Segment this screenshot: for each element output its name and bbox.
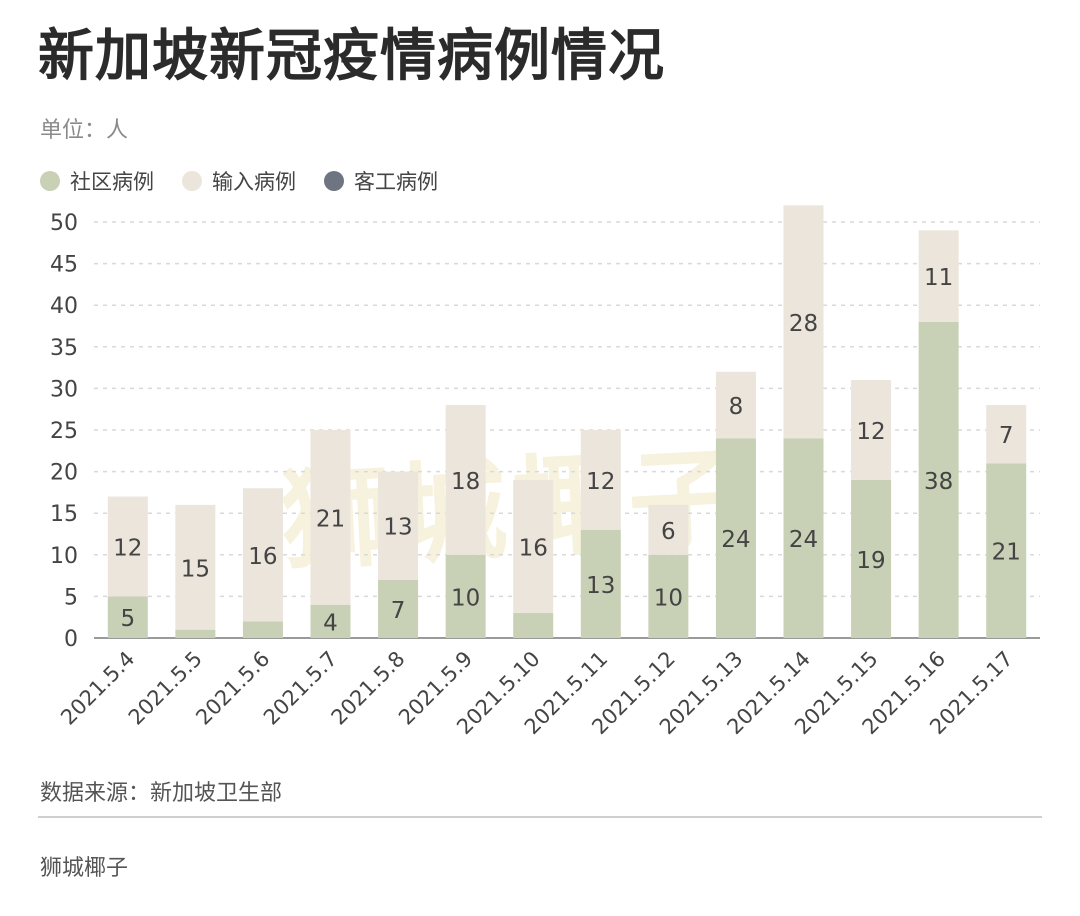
y-tick-label: 5 [64, 585, 78, 610]
legend-label-worker: 客工病例 [354, 170, 438, 194]
y-tick-label: 10 [50, 544, 78, 569]
footer-divider [38, 816, 1042, 818]
data-label-community: 24 [721, 527, 750, 553]
bar-imported [513, 479, 554, 614]
bar-community [783, 438, 824, 638]
legend-swatch-worker [324, 171, 344, 191]
bar-imported [580, 430, 621, 530]
bar-imported [242, 488, 283, 622]
data-label-imported: 11 [924, 265, 953, 291]
data-label-imported: 12 [586, 469, 615, 495]
bar-imported [783, 205, 824, 439]
bar-imported [986, 405, 1027, 464]
data-label-imported: 18 [451, 469, 480, 495]
unit-label: 单位：人 [40, 118, 129, 143]
data-label-community: 21 [992, 540, 1021, 566]
y-tick-label: 45 [50, 253, 78, 278]
bar-community [580, 529, 621, 638]
data-label-community: 19 [856, 548, 885, 574]
data-label-imported: 28 [789, 311, 818, 337]
bar-imported [175, 504, 216, 630]
data-label-imported: 12 [856, 419, 885, 445]
brand-name: 狮城椰子 [40, 856, 129, 881]
bar-imported [107, 496, 148, 597]
bar-imported [445, 405, 486, 555]
bar-community [175, 629, 216, 638]
data-label-community: 4 [323, 610, 338, 636]
data-label-community: 7 [391, 598, 406, 624]
bar-community [715, 438, 756, 638]
bar-community [513, 613, 554, 638]
data-label-imported: 16 [248, 544, 277, 570]
y-tick-label: 15 [50, 502, 78, 527]
data-label-imported: 16 [519, 535, 548, 561]
bar-imported [715, 371, 756, 439]
bar-imported [851, 380, 892, 480]
data-label-community: 38 [924, 469, 953, 495]
bar-imported [378, 471, 419, 580]
data-label-community: 24 [789, 527, 818, 553]
bar-imported [648, 504, 689, 555]
legend-label-imported: 输入病例 [212, 170, 296, 194]
data-label-imported: 21 [316, 506, 345, 532]
data-label-community: 10 [451, 585, 480, 611]
bar-community [986, 463, 1027, 638]
chart-title: 新加坡新冠疫情病例情况 [38, 24, 665, 89]
bar-imported [310, 430, 351, 605]
y-tick-label: 40 [50, 294, 78, 319]
y-tick-label: 25 [50, 419, 78, 444]
legend-item-community: 社区病例 [40, 166, 154, 196]
bar-community [918, 321, 959, 638]
legend-swatch-community [40, 171, 60, 191]
x-tick-label: 2021.5.8 [327, 647, 410, 730]
x-tick-label: 2021.5.5 [124, 647, 207, 730]
legend-swatch-imported [182, 171, 202, 191]
y-tick-label: 20 [50, 461, 78, 486]
x-tick-label: 2021.5.7 [259, 647, 342, 730]
y-tick-label: 35 [50, 336, 78, 361]
legend: 社区病例 输入病例 客工病例 [40, 166, 438, 196]
data-label-imported: 6 [661, 519, 676, 545]
bar-community [107, 596, 148, 638]
bar-community [242, 621, 283, 638]
y-tick-label: 30 [50, 377, 78, 402]
bar-community [310, 604, 351, 638]
legend-item-worker: 客工病例 [324, 166, 438, 196]
bar-imported [918, 230, 959, 322]
data-label-imported: 15 [181, 556, 210, 582]
bar-community [378, 579, 419, 638]
legend-item-imported: 输入病例 [182, 166, 296, 196]
data-label-imported: 8 [729, 394, 744, 420]
x-tick-label: 2021.5.6 [191, 647, 274, 730]
data-label-community: 13 [586, 573, 615, 599]
data-label-community: 5 [120, 606, 135, 632]
bar-community [851, 479, 892, 638]
y-tick-label: 50 [50, 211, 78, 236]
data-label-community: 10 [654, 585, 683, 611]
y-tick-label: 0 [64, 627, 78, 652]
bar-community [445, 554, 486, 638]
data-label-imported: 7 [999, 423, 1014, 449]
bar-community [648, 554, 689, 638]
x-tick-label: 2021.5.4 [56, 647, 139, 730]
data-label-imported: 13 [383, 515, 412, 541]
data-source: 数据来源：新加坡卫生部 [40, 781, 283, 806]
legend-label-community: 社区病例 [70, 170, 154, 194]
data-label-imported: 12 [113, 535, 142, 561]
